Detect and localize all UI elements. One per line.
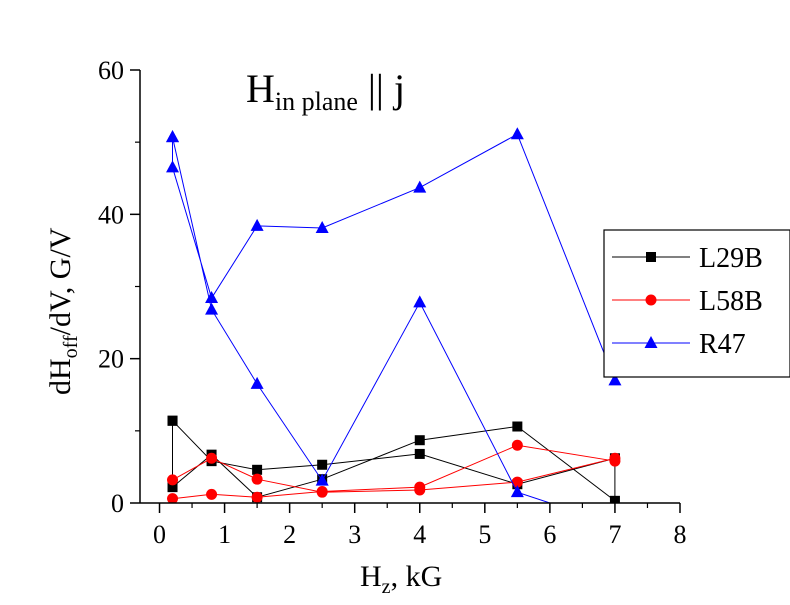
legend-box	[603, 229, 790, 378]
series-l58b	[167, 439, 621, 503]
legend-item-l58b: L58B	[612, 286, 763, 317]
legend-item-r47: R47	[612, 329, 746, 360]
data-point	[251, 491, 263, 503]
data-point	[414, 481, 426, 493]
y-tick-label: 60	[98, 56, 124, 85]
data-point	[609, 495, 620, 503]
ylabel-tail: /dV, G/V	[44, 227, 77, 335]
ylabel-main: dH	[44, 358, 77, 395]
series-line	[172, 444, 616, 500]
data-point	[316, 485, 328, 497]
data-point	[206, 452, 218, 464]
x-axis-label: Hz, kG	[360, 560, 442, 598]
legend-label: R47	[699, 329, 746, 360]
y-tick-label: 40	[98, 200, 124, 229]
data-point	[317, 459, 328, 470]
data-point	[167, 482, 178, 493]
xlabel-tail: , kG	[391, 560, 443, 593]
legend-item-l29b: L29B	[612, 243, 763, 274]
legend-marker	[646, 252, 656, 262]
x-tick-label: 7	[608, 520, 621, 549]
data-point	[315, 473, 329, 486]
xlabel-main: H	[360, 560, 382, 593]
data-point	[205, 302, 219, 315]
data-point	[511, 439, 523, 451]
x-tick-label: 0	[153, 520, 166, 549]
legend-label: L29B	[699, 243, 763, 274]
xlabel-subscript: z	[382, 576, 391, 598]
x-tick-label: 4	[413, 520, 426, 549]
y-tick-label: 0	[111, 489, 124, 518]
y-axis-label: dHoff/dV, G/V	[44, 227, 82, 395]
data-point	[414, 435, 425, 446]
x-tick-label: 5	[478, 520, 491, 549]
data-point	[510, 485, 524, 498]
title-main: H	[246, 66, 275, 111]
axes-layer: 0 1 2 3 4 5 6 7 8 0 20 40 60	[98, 56, 687, 549]
data-point	[510, 127, 524, 140]
x-tick-label: 1	[218, 520, 231, 549]
legend-marker	[644, 336, 658, 348]
ylabel-subscript: off	[60, 335, 82, 358]
data-point	[166, 160, 180, 173]
data-point	[206, 488, 218, 500]
data-point	[251, 473, 263, 485]
data-point	[205, 291, 219, 304]
y-tick-label: 20	[98, 345, 124, 374]
legend: L29B L58B R47	[603, 229, 790, 378]
data-point	[167, 415, 178, 426]
series-line	[172, 133, 616, 503]
title-tail: || j	[358, 66, 405, 111]
data-point	[608, 373, 622, 386]
data-point	[167, 474, 179, 486]
series-line	[172, 420, 616, 502]
data-point	[250, 218, 264, 231]
data-point	[315, 221, 329, 234]
data-point	[167, 493, 179, 503]
legend-marker	[645, 294, 657, 306]
data-point	[250, 376, 264, 389]
series-r47	[166, 127, 622, 503]
title-subscript: in plane	[275, 87, 358, 116]
data-point	[414, 448, 425, 459]
x-tick-label: 3	[348, 520, 361, 549]
data-point	[413, 295, 427, 308]
data-point	[166, 130, 180, 143]
data-point	[512, 421, 523, 432]
chart-title: Hin plane || j	[246, 66, 405, 116]
x-tick-label: 8	[674, 520, 687, 549]
data-point	[413, 180, 427, 193]
series-l29b	[167, 415, 620, 503]
data-point	[252, 464, 263, 475]
data-point	[609, 455, 621, 467]
x-tick-label: 2	[283, 520, 296, 549]
x-tick-label: 6	[543, 520, 556, 549]
legend-label: L58B	[699, 286, 763, 317]
data-point	[511, 476, 523, 488]
series-layer	[166, 127, 622, 503]
